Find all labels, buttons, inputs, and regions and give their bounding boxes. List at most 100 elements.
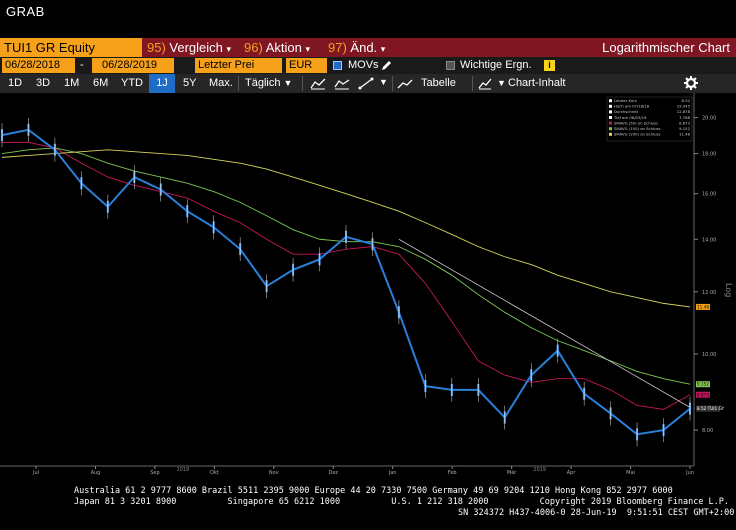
legend-value: 19.345 bbox=[677, 104, 691, 109]
gear-icon[interactable] bbox=[684, 76, 698, 90]
frequency-select[interactable]: Täglich ▼ bbox=[245, 74, 292, 93]
range-6m[interactable]: 6M bbox=[93, 77, 109, 89]
line-chart-icon[interactable] bbox=[310, 77, 326, 90]
y-tick-label: 16.00 bbox=[702, 192, 716, 198]
chevron-down-icon[interactable]: ▼ bbox=[497, 78, 506, 88]
chevron-down-icon: ▾ bbox=[380, 44, 386, 54]
chart-content-button[interactable]: Chart-Inhalt bbox=[508, 77, 566, 89]
legend-value: 12.878 bbox=[677, 109, 691, 114]
events-label: Wichtige Ergn. bbox=[460, 59, 532, 71]
movs-label: MOVs bbox=[348, 59, 379, 71]
ticker-field[interactable]: TUI1 GR Equity bbox=[0, 38, 142, 57]
legend-swatch bbox=[609, 132, 612, 136]
legend-label: Durchschnitt bbox=[614, 109, 639, 114]
x-year-label: 2018 bbox=[177, 467, 190, 473]
action-menu-number: 96) bbox=[244, 40, 263, 55]
legend-swatch bbox=[609, 99, 612, 103]
legend-swatch bbox=[609, 104, 612, 108]
x-tick-label: Feb bbox=[448, 470, 457, 476]
x-year-label: 2019 bbox=[533, 467, 546, 473]
range-1d[interactable]: 1D bbox=[8, 77, 23, 89]
chart-title: Logarithmischer Chart bbox=[602, 40, 730, 55]
range-max[interactable]: Max. bbox=[209, 77, 233, 89]
currency-select[interactable]: EUR bbox=[286, 58, 327, 73]
end-date-field[interactable]: 06/28/2019 bbox=[92, 58, 174, 73]
divider bbox=[302, 76, 303, 91]
y-tick-label: 8.00 bbox=[702, 428, 713, 434]
action-menu-label: Aktion bbox=[265, 40, 302, 55]
info-icon[interactable]: i bbox=[544, 60, 555, 71]
change-menu[interactable]: 97) Änd. ▾ bbox=[328, 38, 386, 57]
events-checkbox[interactable] bbox=[446, 61, 455, 70]
chart-area[interactable]: 8.00 10.00 12.00 14.00 16.00 18.00 20.00 Log Jul… bbox=[0, 93, 736, 482]
x-tick-label: Mär bbox=[507, 470, 517, 476]
x-tick-label: Mai bbox=[626, 470, 635, 476]
range-5y[interactable]: 5Y bbox=[183, 77, 197, 89]
date-bar: 06/28/2018 - 06/28/2019 Letzter Prei EUR… bbox=[0, 57, 736, 74]
legend-label: Tief am 06/03/19 bbox=[613, 115, 647, 120]
chevron-down-icon: ▼ bbox=[283, 78, 293, 88]
x-tick-label: Apr bbox=[567, 470, 577, 476]
footer-copyright-line: Japan 81 3 3201 8900 Singapore 65 6212 1… bbox=[74, 497, 730, 507]
legend-label: Letzter Kurs bbox=[614, 98, 637, 103]
legend-value: 8.873 bbox=[679, 120, 690, 125]
sma-line bbox=[1, 149, 691, 308]
table-button[interactable]: Tabelle bbox=[421, 77, 456, 89]
footer-session-line: SN 324372 H437-4006-0 28-Jun-19 9:51:51 … bbox=[458, 508, 735, 518]
x-tick-label: Jan bbox=[388, 470, 397, 476]
pencil-icon[interactable] bbox=[380, 60, 392, 72]
y-tick-label: 18.00 bbox=[702, 152, 716, 158]
legend-value: 8.52 bbox=[682, 98, 691, 103]
chart-content-icon[interactable] bbox=[478, 77, 492, 90]
footer: Australia 61 2 9777 8600 Brazil 5511 239… bbox=[0, 484, 736, 530]
compare-menu-number: 95) bbox=[147, 40, 166, 55]
price-label-box bbox=[696, 405, 720, 412]
y-axis-label: Log bbox=[724, 283, 733, 297]
y-tick-label: 10.00 bbox=[702, 352, 716, 358]
x-tick-label: Okt bbox=[210, 470, 219, 476]
legend-swatch bbox=[609, 121, 612, 125]
change-menu-number: 97) bbox=[328, 40, 347, 55]
action-menu[interactable]: 96) Aktion ▾ bbox=[244, 38, 310, 57]
trend-tool-icon[interactable] bbox=[358, 77, 374, 90]
y-tick-label: 20.00 bbox=[702, 116, 716, 122]
price-type-select[interactable]: Letzter Prei bbox=[195, 58, 282, 73]
y-tick-label: 12.00 bbox=[702, 290, 716, 296]
price-label-box bbox=[696, 303, 710, 310]
sma-line bbox=[2, 141, 691, 410]
window-title: GRAB bbox=[6, 4, 45, 19]
x-tick-label: Jul bbox=[32, 470, 39, 476]
y-tick-label: 14.00 bbox=[702, 237, 716, 243]
top-bar: GRAB bbox=[0, 0, 736, 38]
legend-label: SMAVG (200) on Schluss bbox=[614, 132, 660, 137]
range-3d[interactable]: 3D bbox=[36, 77, 51, 89]
range-ytd[interactable]: YTD bbox=[121, 77, 143, 89]
x-tick-label: Aug bbox=[91, 470, 101, 476]
compare-menu[interactable]: 95) Vergleich ▾ bbox=[147, 38, 232, 57]
legend-label: Hoch am 07/18/18 bbox=[614, 104, 650, 109]
price-label-text: 8.52 TUI1 GY bbox=[697, 406, 725, 411]
command-bar: TUI1 GR Equity 95) Vergleich ▾ 96) Aktio… bbox=[0, 38, 736, 57]
area-chart-icon[interactable] bbox=[334, 77, 350, 90]
divider bbox=[472, 76, 473, 91]
price-label-text: 9.152 bbox=[697, 382, 709, 387]
start-date-field[interactable]: 06/28/2018 bbox=[2, 58, 75, 73]
legend-value: 9.152 bbox=[679, 126, 690, 131]
x-tick-label: Dez bbox=[328, 470, 338, 476]
legend-swatch bbox=[609, 116, 612, 119]
legend-value: 11.48 bbox=[679, 132, 690, 137]
price-chart[interactable]: 8.00 10.00 12.00 14.00 16.00 18.00 20.00 Log Jul… bbox=[0, 93, 736, 482]
range-bar: 1D 3D 1M 6M YTD 1J 5Y Max. Täglich ▼ ▼ T… bbox=[0, 74, 736, 93]
movs-checkbox[interactable] bbox=[333, 61, 342, 70]
x-tick-label: Sep bbox=[150, 470, 159, 476]
range-1m[interactable]: 1M bbox=[64, 77, 80, 89]
frequency-label: Täglich bbox=[245, 77, 281, 89]
legend-swatch bbox=[609, 127, 612, 131]
range-1j[interactable]: 1J bbox=[149, 74, 175, 93]
annotation-icon[interactable] bbox=[397, 77, 413, 90]
chevron-down-icon: ▾ bbox=[305, 44, 310, 54]
legend-label: SMAVG (50) on Schluss bbox=[614, 120, 658, 125]
chevron-down-icon[interactable]: ▼ bbox=[379, 77, 388, 87]
footer-contacts-line: Australia 61 2 9777 8600 Brazil 5511 239… bbox=[74, 486, 673, 496]
date-separator: - bbox=[80, 59, 84, 71]
